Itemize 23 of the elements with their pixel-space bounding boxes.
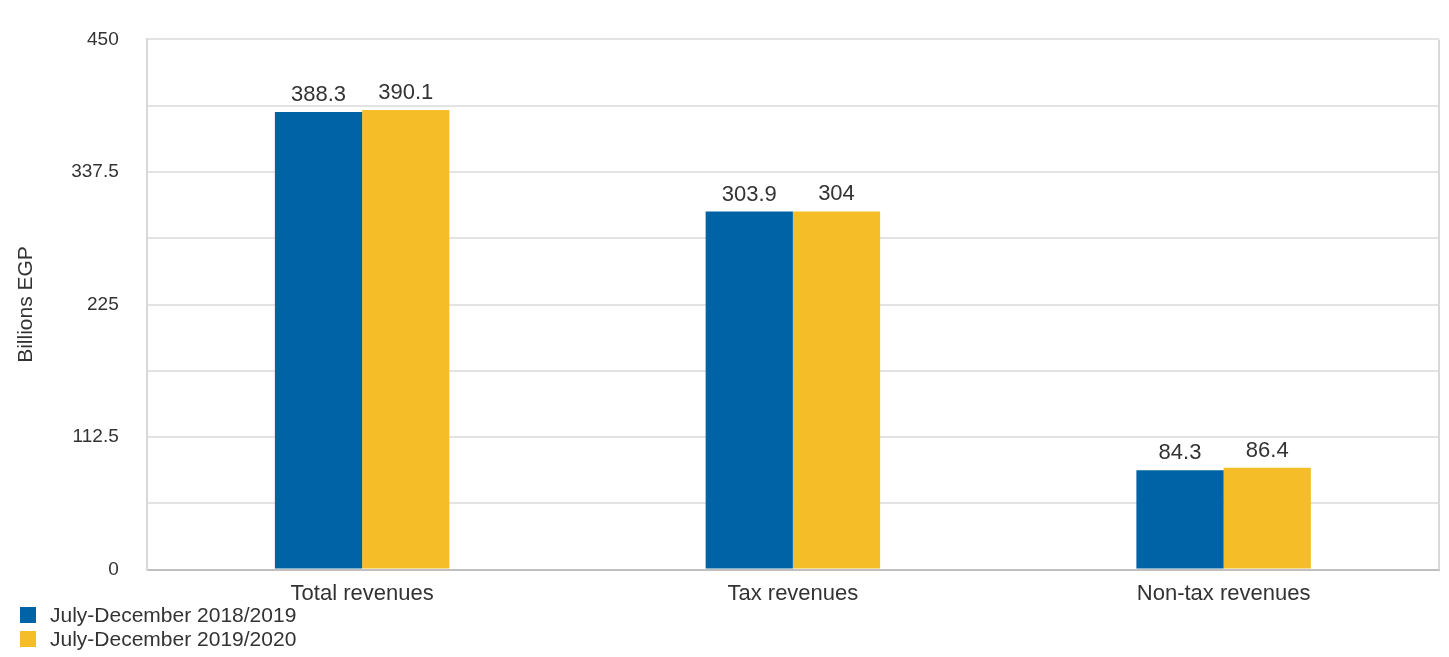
- bar: [1136, 470, 1224, 569]
- data-label: 84.3: [1158, 439, 1202, 465]
- y-axis-title: Billions EGP: [13, 246, 37, 363]
- data-label: 304: [818, 180, 855, 206]
- bar: [705, 211, 793, 569]
- y-tick-label: 225: [87, 292, 119, 314]
- y-tick-label: 112.5: [72, 425, 119, 447]
- data-label: 388.3: [290, 81, 347, 107]
- data-label: 86.4: [1245, 436, 1289, 462]
- bar: [792, 211, 881, 569]
- x-tick-label: Non-tax revenues: [1136, 579, 1311, 605]
- x-tick-label: Total revenues: [290, 579, 434, 605]
- legend-label: July-December 2019/2020: [50, 627, 297, 651]
- y-tick-label: 0: [108, 557, 119, 579]
- legend-label: July-December 2018/2019: [50, 603, 297, 627]
- bar: [274, 112, 363, 569]
- data-label: 390.1: [378, 79, 434, 105]
- x-tick-label: Tax revenues: [727, 579, 859, 605]
- y-tick-label: 450: [87, 27, 119, 49]
- y-tick-label: 337.5: [71, 160, 119, 182]
- bar: [362, 109, 450, 569]
- data-label: 303.9: [721, 180, 777, 206]
- bar: [1223, 467, 1311, 569]
